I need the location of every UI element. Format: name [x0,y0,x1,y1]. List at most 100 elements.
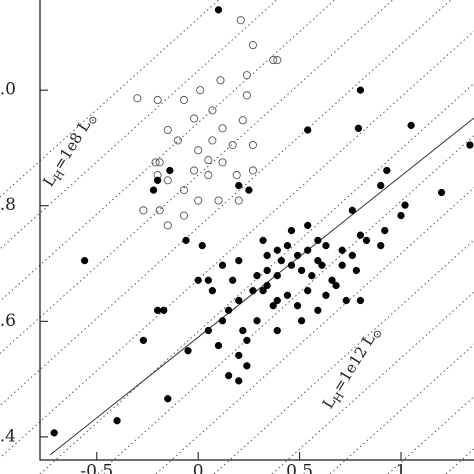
open-point [190,114,199,123]
filled-point [348,251,356,260]
filled-point [204,326,212,335]
y-tick-label: 2.0 [0,80,16,100]
open-point [248,41,257,50]
open-point [194,146,203,155]
filled-point [153,306,162,314]
filled-point [243,362,251,370]
filled-point [239,326,247,335]
filled-point [153,176,162,184]
open-point [273,56,282,65]
open-point [163,176,172,185]
open-point [133,94,142,103]
filled-point [308,272,316,280]
open-point [155,158,164,167]
filled-point [332,281,340,290]
open-point [238,116,247,125]
open-point [232,171,241,180]
annotation: LH=1e12 L⊙ [319,323,386,414]
open-point [208,106,217,115]
filled-point [235,256,243,265]
y-tick-label: 1.6 [0,311,16,331]
filled-point [164,395,172,403]
x-tick-label: -0.5 [80,462,113,474]
filled-point [166,166,174,175]
filled-point [235,181,243,190]
open-point [179,186,189,195]
open-point [155,206,164,215]
filled-point [139,336,148,345]
filled-point [50,429,58,437]
open-point [228,141,237,150]
filled-point [293,251,302,260]
filled-point [338,246,346,254]
open-point [234,196,243,205]
filled-point [273,246,281,254]
open-point [151,158,160,167]
fit-line [49,117,474,456]
filled-point [466,141,474,149]
y-tick-label: 1.4 [0,426,16,446]
open-point [214,196,223,205]
filled-point [235,351,243,360]
open-point [163,125,172,135]
iso-line [155,187,474,474]
filled-point [318,261,326,269]
open-point [218,158,227,167]
annotation-text: =1e12 L [329,331,379,396]
filled-point [263,266,271,275]
filled-point [273,296,281,305]
filled-point [314,256,322,265]
iso-line [213,239,474,474]
iso-line [445,448,474,474]
filled-point [304,126,312,134]
filled-point [113,417,121,425]
filled-point [304,221,312,230]
filled-point [235,296,243,305]
open-point [218,124,227,133]
filled-point [80,256,89,265]
filled-point [297,317,306,325]
filled-point [229,276,237,284]
filled-point [287,226,296,235]
filled-point [338,261,346,269]
open-point [173,136,182,145]
filled-point [149,186,158,194]
open-point [242,71,251,80]
filled-point [356,296,365,305]
filled-point [218,261,227,269]
filled-point [362,236,371,245]
open-point [204,156,213,165]
filled-point [322,291,330,299]
open-point [242,91,251,100]
x-tick-label: 0 [193,462,204,474]
filled-point [204,276,212,284]
filled-point [198,241,206,250]
filled-point [283,291,292,299]
annotation: LH=1e8 L⊙ [39,109,101,191]
filled-point [259,236,267,245]
open-point [196,86,205,95]
filled-point [322,241,330,250]
filled-point [224,306,233,314]
open-point [153,95,162,105]
annotation-text: =1e8 L [50,117,95,173]
filled-point [182,236,190,245]
filled-point [253,272,261,280]
open-point [190,166,199,175]
filled-point [352,266,361,275]
filled-point [356,231,365,239]
iso-line [39,82,474,474]
open-point [179,211,189,220]
filled-point [437,188,446,197]
filled-point [160,306,168,314]
filled-point [342,296,350,305]
filled-point [263,281,271,290]
filled-point [397,211,405,220]
filled-point [235,377,243,385]
filled-point [214,6,223,14]
x-tick-label: 1 [396,462,407,474]
iso-line [0,0,336,302]
